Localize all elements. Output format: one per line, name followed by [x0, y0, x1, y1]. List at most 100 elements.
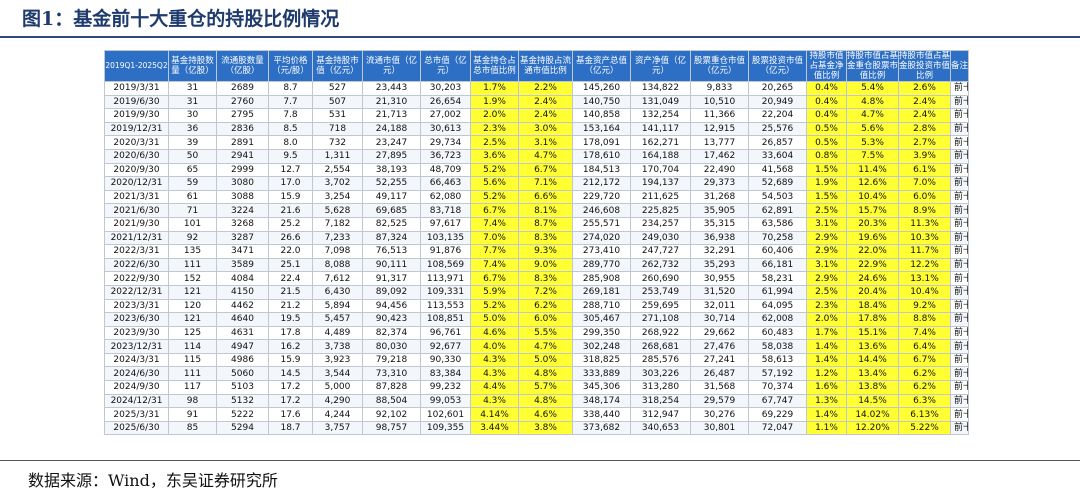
- table-cell: 340,653: [630, 420, 691, 436]
- table-cell: 5132: [216, 393, 269, 409]
- table-cell: 前十: [950, 94, 969, 110]
- table-cell: 288,710: [572, 298, 631, 314]
- table-cell: 6.7%: [470, 271, 519, 286]
- table-cell: 17.0: [268, 176, 313, 191]
- table-cell: 2,554: [312, 162, 363, 178]
- table-cell: 113,553: [420, 298, 471, 314]
- table-cell: 4.7%: [518, 148, 573, 164]
- table-cell: 4.7%: [518, 339, 573, 354]
- table-cell: 2.4%: [518, 94, 573, 110]
- table-cell: 194,137: [630, 176, 691, 191]
- table-cell: 58,038: [748, 339, 807, 354]
- table-cell: 2.5%: [806, 203, 847, 218]
- table-cell: 6.7%: [518, 162, 573, 178]
- table-cell: 3287: [216, 230, 269, 246]
- table-cell: 348,174: [572, 393, 631, 409]
- table-cell: 3,757: [312, 420, 363, 436]
- table-cell: 前十: [950, 366, 969, 382]
- table-cell: 前十: [950, 380, 969, 395]
- table-cell: 6.7%: [470, 203, 519, 218]
- table-cell: 249,030: [630, 230, 691, 246]
- table-cell: 3,702: [312, 176, 363, 191]
- table-row: 2024/3/31 115 4986 15.9 3,923 79,218 90,330 4.3…: [104, 352, 969, 368]
- table-cell: 1.7%: [470, 81, 519, 96]
- column-header: 基金持股占流通市值比例: [518, 50, 573, 82]
- table-cell: 1.6%: [806, 380, 847, 395]
- table-cell: 前十: [950, 420, 969, 436]
- table-cell: 5.2%: [470, 189, 519, 205]
- table-cell: 1.1%: [806, 420, 847, 436]
- table-cell: 2.2%: [518, 81, 573, 96]
- table-cell: 2999: [216, 162, 269, 178]
- table-cell: 0.4%: [806, 81, 847, 96]
- table-cell: 89,092: [362, 284, 421, 300]
- table-cell: 527: [312, 81, 363, 96]
- table-cell: 108,569: [420, 257, 471, 273]
- table-cell: 16.2: [268, 339, 313, 354]
- table-cell: 8.7: [268, 81, 313, 96]
- table-cell: 前十: [950, 230, 969, 246]
- table-cell: 178,091: [572, 135, 631, 150]
- table-cell: 1.5%: [806, 189, 847, 205]
- table-cell: 285,908: [572, 271, 631, 286]
- table-cell: 8.7%: [518, 216, 573, 232]
- table-cell: 12.20%: [846, 420, 899, 436]
- table-cell: 2.0%: [806, 312, 847, 327]
- table-cell: 111: [168, 366, 217, 382]
- table-cell: 338,440: [572, 407, 631, 422]
- table-cell: 27,895: [362, 148, 421, 164]
- table-cell: 3088: [216, 189, 269, 205]
- table-cell: 318,825: [572, 352, 631, 368]
- table-cell: 531: [312, 108, 363, 123]
- table-cell: 103,135: [420, 230, 471, 246]
- table-cell: 3.8%: [518, 420, 573, 436]
- table-cell: 98: [168, 393, 217, 409]
- column-header: 基金资产总值（亿元）: [572, 50, 631, 82]
- table-cell: 2025/6/30: [104, 420, 169, 436]
- table-cell: 111: [168, 257, 217, 273]
- table-cell: 21.6: [268, 203, 313, 218]
- table-cell: 29,373: [690, 176, 749, 191]
- table-cell: 50: [168, 148, 217, 164]
- table-cell: 178,610: [572, 148, 631, 164]
- table-cell: 9.2%: [898, 298, 951, 314]
- table-cell: 2.4%: [898, 108, 951, 123]
- table-cell: 3,738: [312, 339, 363, 354]
- table-cell: 83,718: [420, 203, 471, 218]
- table-cell: 289,770: [572, 257, 631, 273]
- table-cell: 前十: [950, 176, 969, 191]
- table-cell: 13.8%: [846, 380, 899, 395]
- table-cell: 60,483: [748, 325, 807, 341]
- table-cell: 1.3%: [806, 393, 847, 409]
- table-cell: 80,030: [362, 339, 421, 354]
- table-cell: 32,291: [690, 244, 749, 259]
- table-cell: 98,757: [362, 420, 421, 436]
- table-cell: 121: [168, 284, 217, 300]
- table-cell: 3589: [216, 257, 269, 273]
- table-cell: 5.4%: [846, 81, 899, 96]
- table-cell: 31,268: [690, 189, 749, 205]
- table-cell: 63,586: [748, 216, 807, 232]
- table-cell: 247,727: [630, 244, 691, 259]
- table-cell: 4.3%: [470, 366, 519, 382]
- table-cell: 前十: [950, 108, 969, 123]
- table-cell: 49,117: [362, 189, 421, 205]
- table-cell: 4.8%: [518, 366, 573, 382]
- table-cell: 69,685: [362, 203, 421, 218]
- table-cell: 3.6%: [470, 148, 519, 164]
- table-cell: 7.0%: [470, 230, 519, 246]
- table-cell: 285,576: [630, 352, 691, 368]
- column-header: 持股市值占基金股投资市值比例: [898, 50, 951, 82]
- table-cell: 11,366: [690, 108, 749, 123]
- table-cell: 2025/3/31: [104, 407, 169, 422]
- table-cell: 5.9%: [470, 284, 519, 300]
- column-header: 股票投资市值（亿元）: [748, 50, 807, 82]
- table-cell: 85: [168, 420, 217, 436]
- table-cell: 141,117: [630, 121, 691, 137]
- table-cell: 7.2%: [518, 284, 573, 300]
- table-cell: 4.6%: [470, 325, 519, 341]
- table-cell: 5.3%: [846, 135, 899, 150]
- table-cell: 5.2%: [470, 298, 519, 314]
- table-cell: 3.0%: [518, 121, 573, 137]
- table-cell: 69,229: [748, 407, 807, 422]
